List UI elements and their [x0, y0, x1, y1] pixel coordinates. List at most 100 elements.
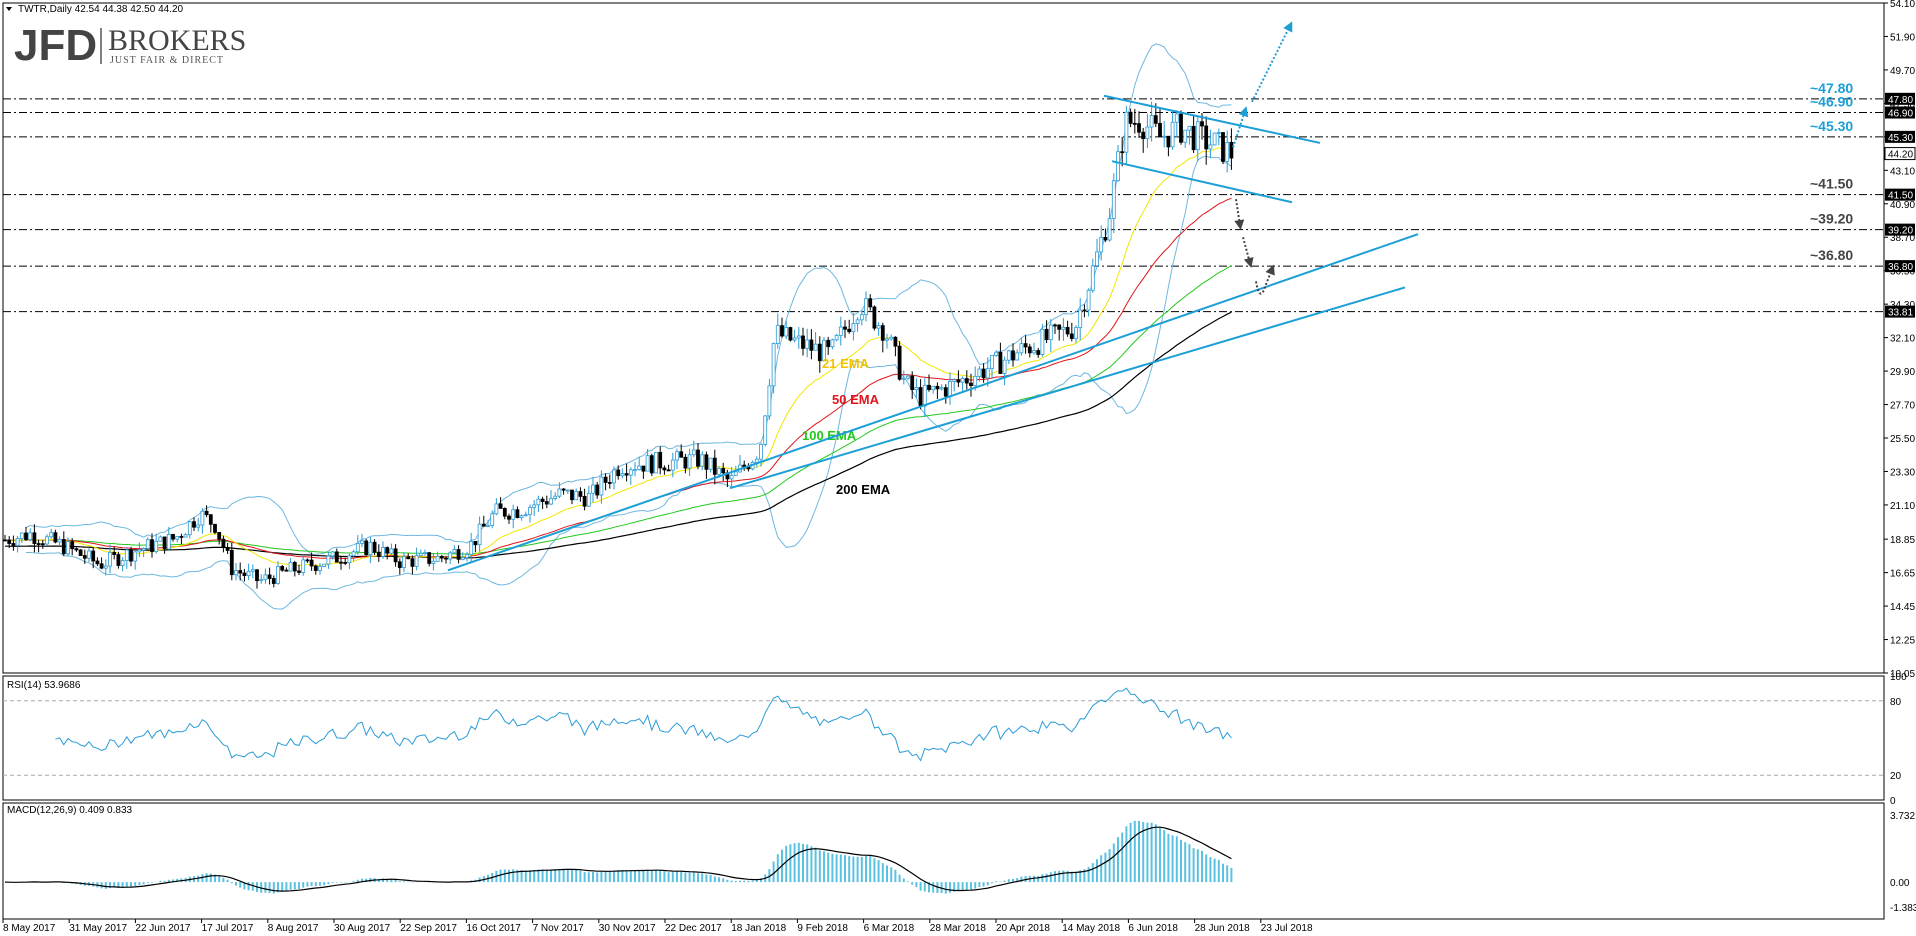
candle-body	[1086, 289, 1091, 311]
candle-body	[292, 562, 297, 572]
candle-body	[927, 384, 931, 391]
candle-body	[565, 489, 570, 492]
candle-body	[301, 559, 306, 573]
candle-body	[1166, 135, 1171, 148]
candle-body	[276, 566, 280, 584]
candle-body	[796, 335, 801, 339]
price-axis-label: 49.70	[1890, 66, 1915, 77]
logo-tagline: JUST FAIR & DIRECT	[110, 55, 224, 66]
level-price-tag	[1885, 106, 1915, 119]
level-price-tag	[1885, 223, 1915, 236]
candle-body	[712, 457, 717, 475]
main-panel-frame	[2, 2, 1885, 674]
candle-body	[1124, 111, 1129, 153]
candle-body	[1208, 144, 1213, 150]
price-axis-label: 51.90	[1890, 32, 1915, 43]
candle-body	[217, 531, 222, 540]
logo-name: BROKERS	[108, 24, 246, 57]
candle-body	[7, 539, 12, 544]
candle-body	[1132, 122, 1137, 125]
candle-body	[1023, 343, 1028, 348]
candle-body	[351, 551, 356, 557]
candle-body	[511, 509, 516, 520]
candle-body	[108, 552, 112, 567]
candle-body	[633, 469, 637, 472]
candle-body	[334, 551, 339, 563]
ema100-line	[4, 265, 1232, 555]
candle-body	[922, 384, 927, 407]
level-annotation: ~45.30	[1810, 118, 1853, 134]
candle-body	[1137, 123, 1141, 133]
candle-body	[259, 579, 264, 582]
time-axis-label: 8 Aug 2017	[268, 923, 319, 934]
time-axis-label: 8 May 2017	[3, 923, 56, 934]
candle-body	[721, 468, 726, 474]
candle-body	[460, 557, 465, 560]
candle-body	[1195, 121, 1200, 151]
level-price-tag-label: 46.90	[1888, 109, 1913, 120]
candle-body	[851, 323, 856, 333]
candle-body	[1128, 111, 1133, 124]
candle-body	[780, 325, 784, 337]
candle-body	[179, 536, 184, 538]
candle-body	[897, 345, 902, 380]
candle-body	[599, 476, 604, 496]
candle-body	[49, 532, 54, 538]
candle-body	[582, 496, 587, 507]
candle-body	[32, 532, 37, 544]
ema-label: 21 EMA	[822, 356, 870, 371]
candle-body	[981, 368, 986, 379]
candle-body	[834, 335, 839, 341]
trendline	[729, 286, 1406, 490]
candle-body	[1011, 350, 1015, 361]
candle-body	[124, 549, 129, 561]
candle-body	[696, 449, 700, 467]
level-price-tag	[1885, 305, 1915, 318]
candle-body	[439, 555, 444, 559]
candle-body	[880, 325, 885, 341]
candle-body	[192, 521, 196, 528]
candle-body	[918, 387, 923, 407]
candle-body	[977, 368, 982, 377]
candle-body	[498, 503, 503, 509]
candle-body	[1082, 309, 1087, 312]
candle-body	[481, 523, 486, 527]
candle-body	[318, 566, 322, 571]
rsi-axis-label: 100	[1890, 672, 1907, 683]
candle-body	[893, 336, 898, 347]
candle-body	[280, 566, 285, 571]
time-axis-label: 9 Feb 2018	[797, 923, 848, 934]
candle-body	[645, 455, 650, 472]
candle-body	[595, 484, 600, 496]
level-annotation: ~41.50	[1810, 176, 1853, 192]
candle-body	[255, 569, 259, 582]
candle-body	[120, 560, 125, 566]
candle-body	[229, 549, 234, 576]
candle-body	[1065, 326, 1070, 335]
candle-body	[376, 551, 381, 557]
candle-body	[872, 306, 877, 329]
candle-body	[431, 560, 436, 564]
candle-body	[267, 574, 272, 579]
candle-body	[523, 514, 528, 517]
ema200-line	[5, 311, 1232, 559]
candle-body	[885, 338, 889, 341]
candle-body	[658, 451, 663, 469]
candle-body	[234, 570, 238, 576]
candle-body	[162, 536, 167, 550]
price-axis-label: 27.70	[1890, 401, 1915, 412]
candle-body	[784, 327, 789, 337]
time-axis-label: 6 Mar 2018	[864, 923, 915, 934]
candle-body	[507, 515, 511, 520]
price-axis-label: 10.05	[1890, 669, 1915, 680]
candle-body	[183, 534, 188, 538]
candle-body	[305, 559, 310, 562]
candle-body	[57, 539, 62, 543]
candle-body	[225, 547, 230, 551]
candle-body	[402, 556, 406, 568]
price-axis-label: 54.10	[1890, 0, 1915, 10]
candle-body	[78, 549, 83, 556]
candle-body	[1141, 131, 1146, 140]
bollinger-upper-line	[25, 43, 1232, 555]
